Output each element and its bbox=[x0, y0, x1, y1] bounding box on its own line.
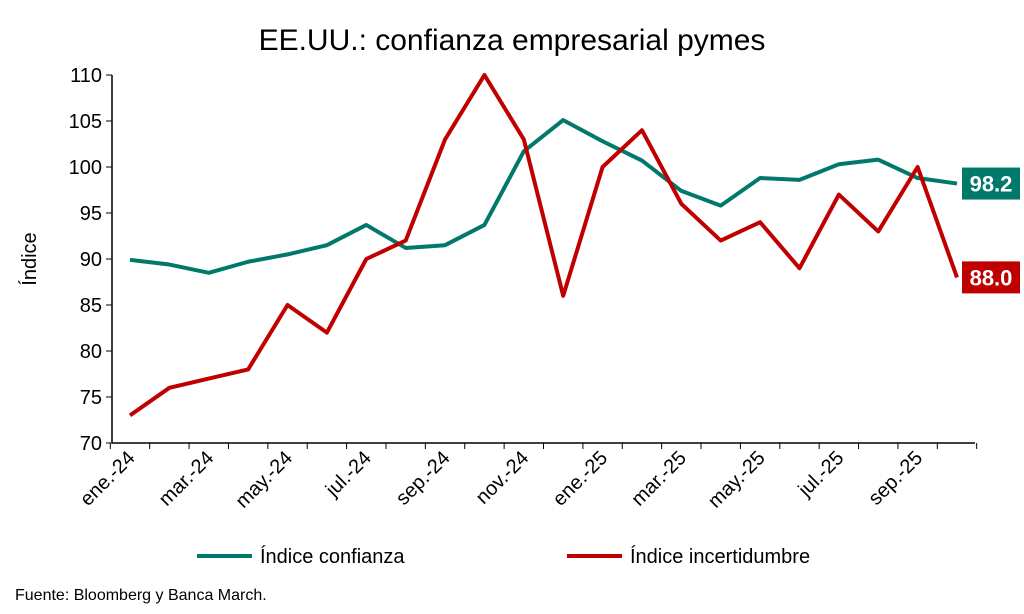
y-tick-label: 90 bbox=[80, 249, 102, 271]
x-tick-label: sep.-24 bbox=[392, 447, 455, 510]
series-line-1 bbox=[128, 73, 959, 418]
x-tick-label: may.-24 bbox=[231, 447, 297, 513]
legend-label-incertidumbre: Índice incertidumbre bbox=[630, 545, 810, 568]
source-note: Fuente: Bloomberg y Banca March. bbox=[15, 587, 267, 604]
y-tick-label: 105 bbox=[69, 111, 102, 133]
y-tick-label: 75 bbox=[80, 387, 102, 409]
y-axis-label: Índice bbox=[18, 232, 41, 285]
end-value-label: 88.0 bbox=[970, 265, 1013, 290]
y-tick-label: 110 bbox=[70, 65, 102, 87]
x-tick-label: may.-25 bbox=[704, 447, 770, 513]
end-label-box bbox=[962, 167, 1020, 200]
x-tick-label: mar.-24 bbox=[155, 447, 219, 511]
x-tick-label: nov.-24 bbox=[472, 447, 534, 509]
y-tick-label: 95 bbox=[80, 203, 102, 225]
y-tick-label: 85 bbox=[80, 295, 102, 317]
y-tick-label: 100 bbox=[69, 157, 102, 179]
legend-label-confianza: Índice confianza bbox=[260, 545, 405, 568]
y-tick-label: 70 bbox=[80, 433, 102, 455]
x-tick-label: jul.-25 bbox=[794, 447, 849, 502]
series-line-0 bbox=[129, 118, 958, 275]
chart-title: EE.UU.: confianza empresarial pymes bbox=[259, 24, 766, 57]
legend: Índice confianza Índice incertidumbre bbox=[197, 545, 810, 568]
end-value-label: 98.2 bbox=[970, 172, 1013, 197]
x-tick-label: ene.-24 bbox=[76, 447, 140, 511]
x-tick-label: ene.-25 bbox=[549, 447, 613, 511]
y-tick-label: 80 bbox=[80, 341, 102, 363]
end-label-box bbox=[962, 261, 1020, 294]
x-tick-label: sep.-25 bbox=[864, 447, 927, 510]
x-tick-label: jul.-24 bbox=[321, 447, 376, 502]
x-tick-label: mar.-25 bbox=[627, 447, 691, 511]
